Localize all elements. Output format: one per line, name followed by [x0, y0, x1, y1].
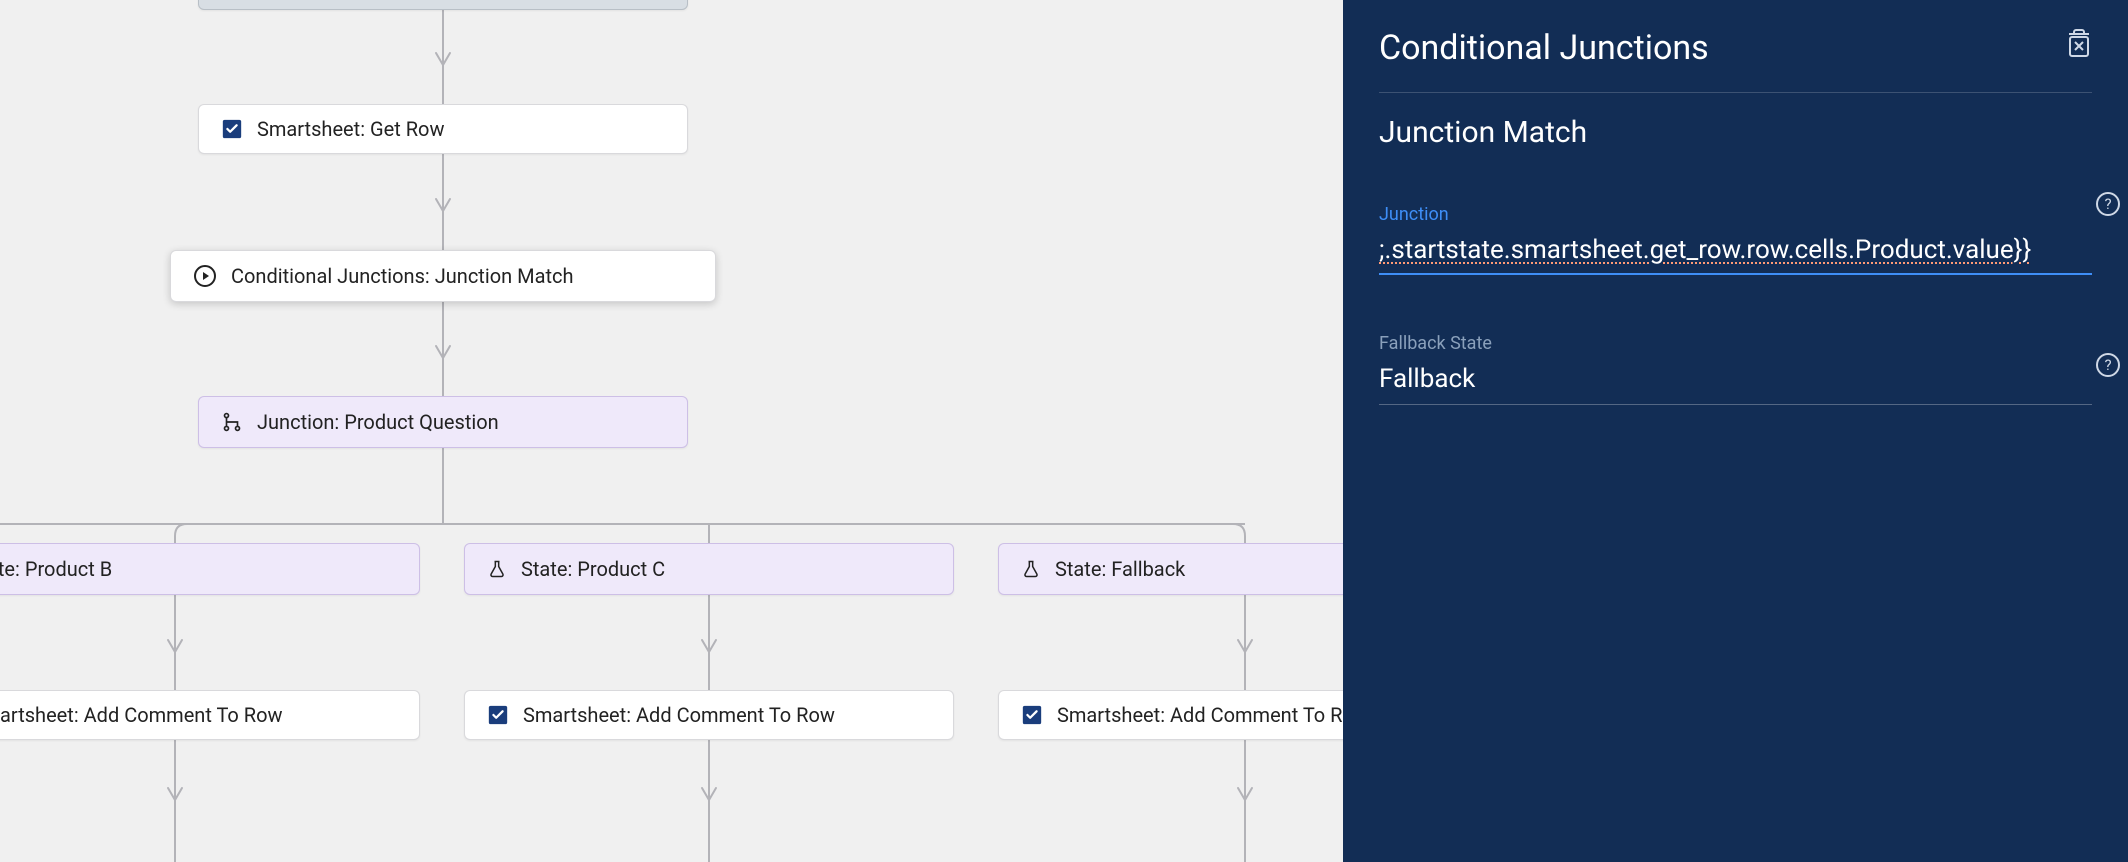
flow-node-label: State: Product C	[521, 557, 665, 581]
branch-icon	[221, 411, 243, 433]
flow-node-comment_b[interactable]: nartsheet: Add Comment To Row	[0, 690, 420, 740]
fallback-field-value: Fallback	[1379, 364, 1475, 394]
panel-divider	[1379, 92, 2092, 93]
flow-node-get_row[interactable]: Smartsheet: Get Row	[198, 104, 688, 154]
flow-node-label: nartsheet: Add Comment To Row	[0, 703, 283, 727]
fallback-field: Fallback State Fallback ?	[1379, 333, 2092, 405]
check-square-icon	[1021, 704, 1043, 726]
panel-subtitle: Junction Match	[1379, 115, 2092, 150]
help-icon[interactable]: ?	[2096, 351, 2120, 377]
flow-node-label: ate: Product B	[0, 557, 112, 581]
flow-node-label: Junction: Product Question	[257, 410, 499, 434]
flow-node-comment_c[interactable]: Smartsheet: Add Comment To Row	[464, 690, 954, 740]
play-circle-icon	[193, 264, 217, 288]
junction-field: Junction ;.startstate.smartsheet.get_row…	[1379, 204, 2092, 275]
flow-node-label: State: Fallback	[1055, 557, 1185, 581]
flow-node-state_b[interactable]: ate: Product B	[0, 543, 420, 595]
flow-node-state_c[interactable]: State: Product C	[464, 543, 954, 595]
junction-field-value: ;.startstate.smartsheet.get_row.row.cell…	[1379, 235, 2031, 265]
flow-node-label: Smartsheet: Add Comment To Row	[523, 703, 835, 727]
delete-icon[interactable]	[2066, 28, 2092, 64]
lab-flask-icon	[1021, 558, 1041, 580]
details-panel: Conditional Junctions Junction Match Jun…	[1343, 0, 2128, 862]
flow-node-label: Smartsheet: Get Row	[257, 117, 445, 141]
junction-field-label: Junction	[1379, 204, 2092, 225]
flow-node-label: Smartsheet: Add Comment To Row	[1057, 703, 1369, 727]
fallback-field-input[interactable]: Fallback	[1379, 364, 2092, 405]
fallback-field-label: Fallback State	[1379, 333, 2092, 354]
junction-field-input[interactable]: ;.startstate.smartsheet.get_row.row.cell…	[1379, 235, 2092, 275]
flow-node-cond_junc[interactable]: Conditional Junctions: Junction Match	[170, 250, 716, 302]
flow-node-label: Conditional Junctions: Junction Match	[231, 264, 574, 288]
flow-node-header_start[interactable]: State: startstate	[198, 0, 688, 10]
check-square-icon	[221, 118, 243, 140]
lab-flask-icon	[487, 558, 507, 580]
app-viewport: State: startstate Smartsheet: Get Row Cond…	[0, 0, 2128, 862]
panel-title: Conditional Junctions	[1379, 28, 1709, 68]
help-icon[interactable]: ?	[2096, 190, 2120, 216]
check-square-icon	[487, 704, 509, 726]
flow-node-junction[interactable]: Junction: Product Question	[198, 396, 688, 448]
